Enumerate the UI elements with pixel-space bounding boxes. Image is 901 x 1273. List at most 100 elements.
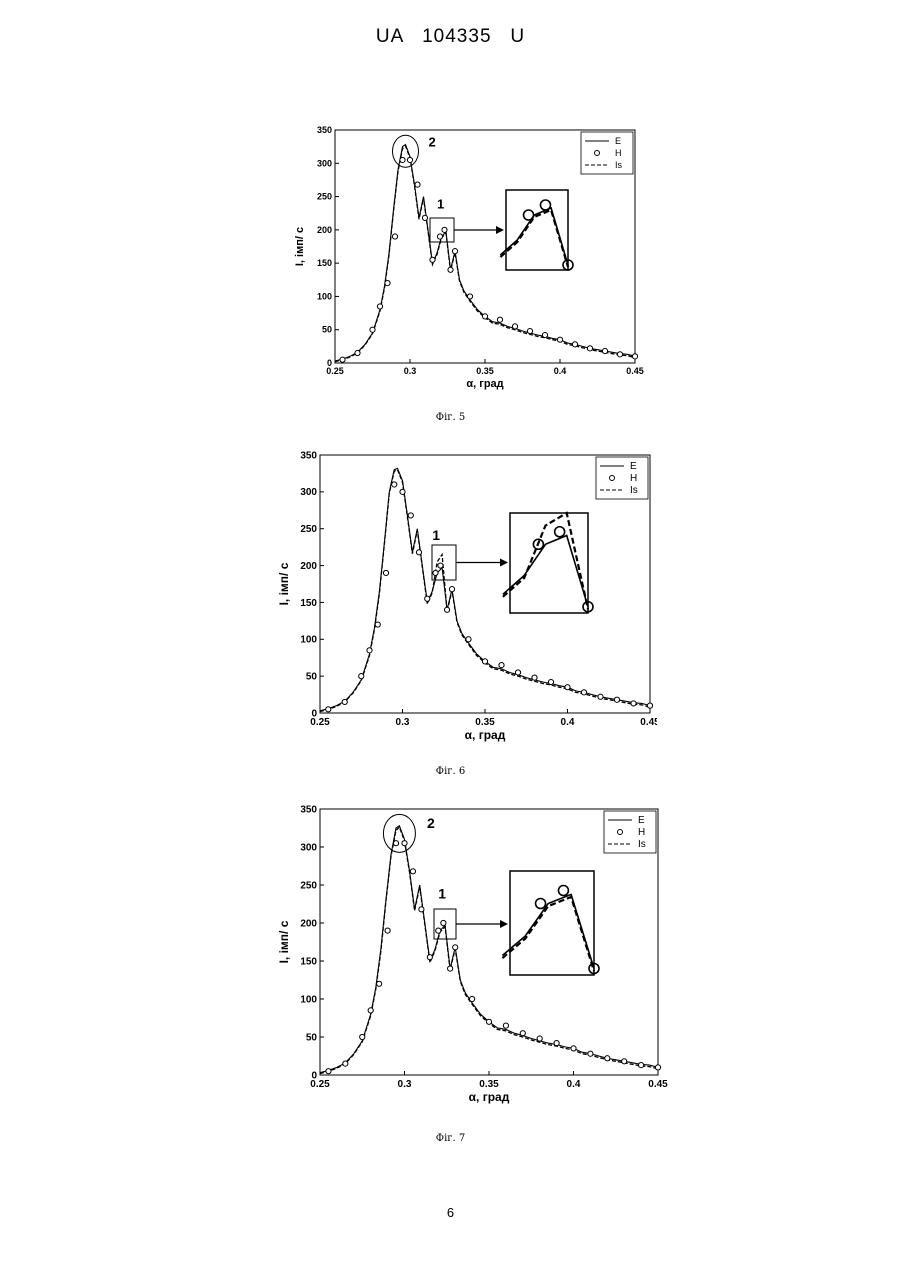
- series-h-point: [470, 996, 475, 1001]
- y-tick-label: 50: [306, 671, 318, 682]
- series-h-point: [383, 570, 388, 575]
- series-h-point: [415, 182, 420, 187]
- series-h-point: [392, 234, 397, 239]
- y-tick-label: 250: [300, 524, 317, 535]
- annotation-label-1: 1: [438, 886, 446, 902]
- series-h-point: [632, 354, 637, 359]
- series-h-point: [515, 670, 520, 675]
- legend-entry: Is: [638, 839, 646, 850]
- x-tick-label: 0.45: [648, 1079, 668, 1090]
- x-axis-label: α, град: [469, 1090, 510, 1104]
- series-h-point: [425, 596, 430, 601]
- series-h-point: [359, 674, 364, 679]
- inset-box: [510, 871, 594, 975]
- chart-svg: 0.250.30.350.40.45050100150200250300350α…: [272, 797, 672, 1107]
- series-h-point: [367, 648, 372, 653]
- series-h-point: [408, 513, 413, 518]
- series-h-point: [520, 1031, 525, 1036]
- y-tick-label: 150: [300, 956, 317, 967]
- series-h-point: [452, 249, 457, 254]
- patent-header: UA 104335 U: [0, 26, 901, 48]
- series-h-point: [385, 281, 390, 286]
- series-h-point: [622, 1059, 627, 1064]
- series-h-point: [482, 659, 487, 664]
- series-h-point: [442, 227, 447, 232]
- figure-5: 0.250.30.350.40.45050100150200250300350α…: [280, 118, 650, 398]
- series-h-point: [355, 350, 360, 355]
- series-h-point: [503, 1023, 508, 1028]
- x-tick-label: 0.35: [475, 717, 495, 728]
- x-tick-label: 0.4: [567, 1079, 581, 1090]
- legend-box: [596, 457, 648, 499]
- series-h-point: [385, 928, 390, 933]
- figure-6: 0.250.30.350.40.45050100150200250300350α…: [272, 445, 657, 750]
- x-axis-label: α, град: [465, 728, 506, 742]
- series-h-point: [466, 637, 471, 642]
- series-h-point: [617, 352, 622, 357]
- legend-box: [581, 132, 633, 174]
- series-h-point: [655, 1065, 660, 1070]
- series-h-point: [571, 1046, 576, 1051]
- series-h-point: [360, 1034, 365, 1039]
- series-h-point: [448, 267, 453, 272]
- y-tick-label: 0: [311, 708, 317, 719]
- annotation-label-2: 2: [427, 815, 435, 831]
- series-h-point: [631, 701, 636, 706]
- series-h-point: [588, 1051, 593, 1056]
- x-tick-label: 0.35: [476, 366, 494, 376]
- series-h-point: [587, 346, 592, 351]
- y-tick-label: 150: [300, 598, 317, 609]
- x-tick-label: 0.35: [479, 1079, 499, 1090]
- series-h-point: [598, 694, 603, 699]
- series-h-point: [377, 304, 382, 309]
- series-h-point: [400, 489, 405, 494]
- series-h-point: [368, 1008, 373, 1013]
- series-h-point: [400, 157, 405, 162]
- series-h-point: [436, 928, 441, 933]
- series-h-point: [441, 920, 446, 925]
- series-h-point: [602, 348, 607, 353]
- y-tick-label: 200: [300, 561, 317, 572]
- legend-entry: H: [630, 473, 637, 484]
- series-h-point: [410, 869, 415, 874]
- series-h-point: [444, 607, 449, 612]
- series-h-point: [419, 907, 424, 912]
- series-h-point: [448, 966, 453, 971]
- inset-box: [506, 190, 568, 270]
- y-tick-label: 100: [300, 994, 317, 1005]
- legend-entry: Is: [615, 160, 623, 170]
- series-h-point: [438, 563, 443, 568]
- series-h-point: [565, 685, 570, 690]
- x-axis-label: α, град: [466, 378, 503, 390]
- y-tick-label: 100: [300, 635, 317, 646]
- figure-7-caption: Фіг. 7: [0, 1133, 901, 1144]
- x-tick-label: 0.45: [640, 717, 657, 728]
- series-h-point: [639, 1063, 644, 1068]
- y-tick-label: 50: [322, 325, 332, 335]
- y-tick-label: 50: [306, 1032, 318, 1043]
- series-h-point: [512, 324, 517, 329]
- y-tick-label: 100: [317, 291, 332, 301]
- series-h-point: [370, 327, 375, 332]
- series-h-point: [499, 662, 504, 667]
- series-h-point: [542, 332, 547, 337]
- series-h-point: [427, 955, 432, 960]
- y-tick-label: 350: [300, 450, 317, 461]
- x-tick-label: 0.45: [626, 366, 644, 376]
- y-tick-label: 300: [300, 487, 317, 498]
- y-tick-label: 350: [317, 125, 332, 135]
- annotation-label-1: 1: [437, 197, 444, 212]
- series-h-point: [497, 317, 502, 322]
- series-h-point: [340, 357, 345, 362]
- legend-marker-h: [618, 830, 623, 835]
- y-tick-label: 0: [311, 1070, 317, 1081]
- chart-svg: 0.250.30.350.40.45050100150200250300350α…: [272, 445, 657, 745]
- series-h-point: [581, 690, 586, 695]
- legend-entry: E: [615, 136, 621, 146]
- x-tick-label: 0.4: [554, 366, 567, 376]
- series-h-point: [554, 1040, 559, 1045]
- figure-5-caption: Фіг. 5: [0, 412, 901, 423]
- y-tick-label: 200: [300, 918, 317, 929]
- series-h-point: [647, 703, 652, 708]
- y-tick-label: 350: [300, 804, 317, 815]
